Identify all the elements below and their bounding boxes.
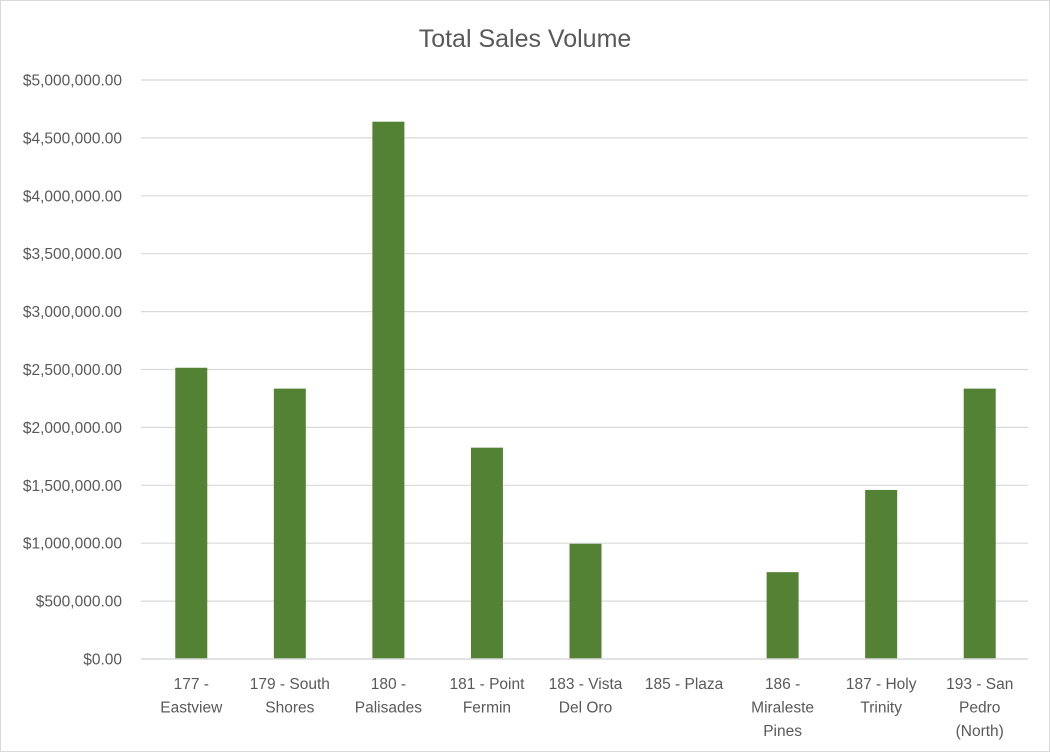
x-category-label: 186 -Miraleste Pines — [751, 676, 814, 740]
y-tick-label: $0.00 — [83, 652, 122, 669]
y-axis-tick-labels: $0.00 $500,000.00 $1,000,000.00 $1,500,000.… — [23, 73, 123, 669]
x-category-label: 179 - South Shores — [250, 676, 330, 717]
x-axis-category-labels: 177 -Eastview 179 - South Shores 180 -Palis… — [160, 676, 1013, 740]
bar — [766, 572, 799, 659]
bar — [865, 489, 898, 659]
y-tick-label: $500,000.00 — [36, 594, 123, 611]
bar — [372, 121, 405, 660]
x-category-label: 177 -Eastview — [160, 676, 223, 717]
x-category-label: 183 - Vista Del Oro — [549, 676, 623, 717]
y-tick-label: $1,000,000.00 — [23, 536, 123, 553]
y-tick-label: $3,000,000.00 — [23, 304, 123, 321]
x-category-label: 193 - San Pedro (North) — [946, 676, 1013, 740]
bars — [175, 121, 996, 660]
bar — [175, 367, 208, 659]
x-category-label: 181 - Point Fermin — [449, 676, 525, 717]
y-tick-label: $4,500,000.00 — [23, 130, 123, 147]
x-category-label: 187 - Holy Trinity — [846, 676, 917, 717]
y-tick-label: $2,000,000.00 — [23, 420, 123, 437]
y-tick-label: $5,000,000.00 — [23, 73, 123, 90]
y-tick-label: $1,500,000.00 — [23, 478, 123, 495]
bar — [273, 388, 306, 659]
chart-title: Total Sales Volume — [419, 25, 632, 53]
y-tick-label: $2,500,000.00 — [23, 362, 123, 379]
bar — [470, 447, 503, 659]
x-category-label: 185 - Plaza — [645, 676, 724, 693]
bar — [569, 543, 602, 659]
y-tick-label: $3,500,000.00 — [23, 246, 123, 263]
bar — [963, 388, 996, 659]
x-category-label: 180 -Palisades — [355, 676, 422, 717]
y-tick-label: $4,000,000.00 — [23, 188, 123, 205]
